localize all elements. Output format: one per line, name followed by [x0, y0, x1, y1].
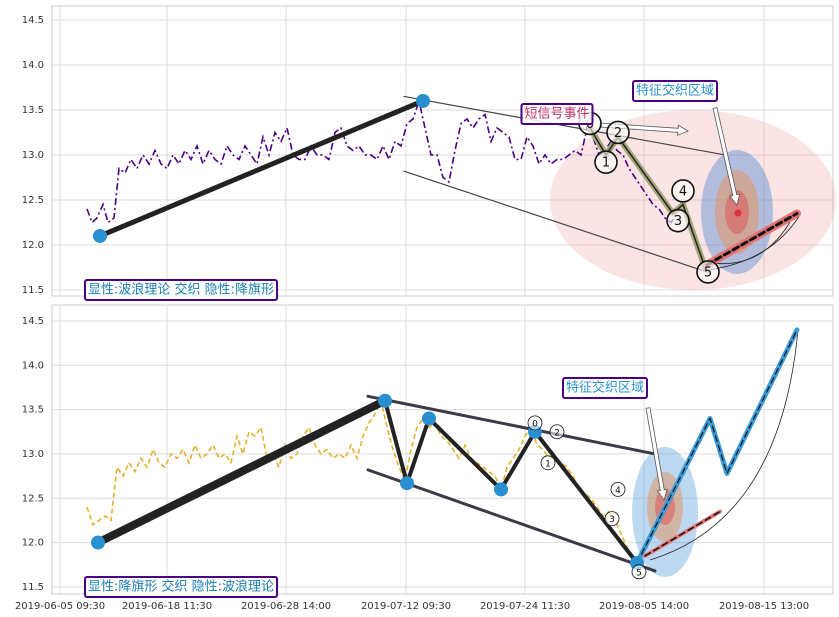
pattern-line	[94, 396, 389, 547]
x-tick-label: 2019-06-28 14:00	[241, 601, 331, 612]
pattern-label: 显性:波浪理论 交织 隐性:降旗形	[88, 282, 274, 298]
annotation-box	[520, 103, 594, 125]
annotation: 短信号事件	[524, 107, 589, 122]
y-tick-label: 14.0	[22, 60, 44, 71]
wave-label: 2	[554, 428, 560, 438]
x-tick-label: 2019-08-05 14:00	[599, 601, 689, 612]
pattern-line	[636, 329, 798, 564]
y-tick-label: 12.0	[22, 538, 44, 549]
wave-label: 4	[615, 486, 621, 496]
pattern-line	[705, 211, 799, 267]
pattern-line	[403, 95, 726, 156]
zone-center	[734, 209, 742, 217]
annotation: 特征交织区域	[636, 83, 714, 99]
wave-marker	[606, 120, 630, 145]
y-tick-label: 13.5	[22, 105, 44, 116]
pattern-label-box	[84, 279, 279, 301]
pivot-point	[91, 535, 105, 550]
wave-label: 2	[614, 126, 622, 141]
wave-marker	[610, 481, 626, 497]
pivot-point	[422, 411, 436, 426]
y-tick-label: 12.5	[22, 195, 44, 206]
plot-frame	[51, 304, 834, 595]
annotation: 特征交织区域	[566, 380, 644, 396]
pattern-line	[366, 394, 657, 456]
annotation-box	[631, 80, 719, 102]
arrow	[712, 107, 741, 206]
x-tick-label: 2019-06-05 09:30	[15, 601, 105, 612]
x-tick-label: 2019-07-12 09:30	[361, 601, 451, 612]
y-tick-label: 11.5	[22, 285, 44, 296]
wave-marker	[666, 208, 690, 233]
y-tick-label: 14.5	[22, 15, 44, 26]
y-tick-label: 13.0	[22, 150, 44, 161]
price-line	[86, 398, 638, 566]
y-tick-label: 12.0	[22, 240, 44, 251]
x-tick-label: 2019-07-24 11:30	[480, 601, 570, 612]
wave-label: 3	[674, 214, 682, 229]
x-tick-label: 2019-06-18 11:30	[122, 601, 212, 612]
pattern-label: 显性:降旗形 交织 隐性:波浪理论	[88, 579, 274, 595]
wave-label: 4	[679, 184, 687, 199]
pivot-point	[400, 476, 414, 491]
wave-label: 1	[602, 156, 610, 171]
arrow	[645, 407, 668, 501]
wave-label: 3	[609, 515, 615, 525]
pattern-line	[644, 510, 721, 557]
pivot-point	[494, 482, 508, 497]
price-line	[86, 97, 708, 268]
y-tick-label: 13.5	[22, 405, 44, 416]
projection-arc	[649, 329, 799, 561]
pivot-point	[93, 228, 107, 243]
wave-marker	[604, 511, 620, 527]
y-tick-label: 12.5	[22, 493, 44, 504]
y-tick-label: 14.0	[22, 360, 44, 371]
wave-label: 5	[636, 568, 642, 578]
feature-zone	[550, 110, 836, 290]
wave-marker	[540, 455, 556, 471]
wave-marker	[631, 564, 647, 580]
pattern-line	[366, 468, 657, 573]
wave-marker	[527, 415, 543, 431]
y-tick-label: 13.0	[22, 449, 44, 460]
annotation-box	[561, 377, 649, 399]
pattern-line	[403, 170, 708, 273]
pivot-point	[378, 393, 392, 408]
pattern-line	[97, 98, 426, 239]
wave-label: 1	[545, 459, 551, 469]
wave-label: 5	[704, 265, 712, 280]
x-tick-label: 2019-08-15 13:00	[719, 601, 809, 612]
wave-marker	[696, 260, 720, 284]
wave-marker	[671, 179, 695, 203]
wave-label: 0	[532, 419, 538, 429]
pattern-label-box	[84, 576, 279, 598]
pivot-point	[416, 93, 430, 108]
pattern-line	[383, 398, 639, 565]
y-tick-label: 14.5	[22, 316, 44, 327]
wave-marker	[594, 150, 618, 174]
wave-marker	[549, 424, 565, 440]
y-tick-label: 11.5	[22, 582, 44, 593]
